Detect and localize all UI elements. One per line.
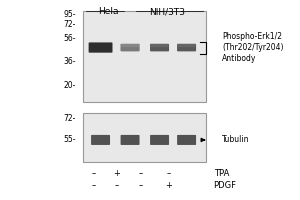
Text: TPA: TPA xyxy=(214,169,229,178)
FancyBboxPatch shape xyxy=(150,135,169,145)
Text: +: + xyxy=(114,169,120,178)
Text: Tubulin: Tubulin xyxy=(222,135,250,144)
Text: 72-: 72- xyxy=(64,114,76,123)
FancyBboxPatch shape xyxy=(121,135,140,145)
Text: 36-: 36- xyxy=(64,57,76,66)
FancyBboxPatch shape xyxy=(150,48,169,51)
Text: 20-: 20- xyxy=(64,81,76,90)
FancyBboxPatch shape xyxy=(91,135,110,145)
Text: Hela: Hela xyxy=(98,7,119,16)
FancyBboxPatch shape xyxy=(121,48,139,51)
FancyBboxPatch shape xyxy=(177,44,196,51)
Text: –: – xyxy=(166,169,170,178)
FancyBboxPatch shape xyxy=(177,135,196,145)
Text: –: – xyxy=(115,181,119,190)
Text: 55-: 55- xyxy=(64,135,76,144)
Bar xyxy=(83,113,206,162)
FancyBboxPatch shape xyxy=(177,48,196,51)
Text: –: – xyxy=(92,181,96,190)
FancyBboxPatch shape xyxy=(121,44,139,47)
Text: +: + xyxy=(165,181,172,190)
Text: –: – xyxy=(138,181,142,190)
Text: 95-: 95- xyxy=(64,10,76,19)
FancyBboxPatch shape xyxy=(150,44,169,51)
FancyBboxPatch shape xyxy=(150,44,169,47)
Text: NIH/3T3: NIH/3T3 xyxy=(149,7,185,16)
Text: Phospho-Erk1/2
(Thr202/Tyr204)
Antibody: Phospho-Erk1/2 (Thr202/Tyr204) Antibody xyxy=(222,32,284,63)
Text: PDGF: PDGF xyxy=(214,181,237,190)
Text: 72-: 72- xyxy=(64,20,76,29)
FancyBboxPatch shape xyxy=(88,42,112,53)
Text: –: – xyxy=(92,169,96,178)
FancyBboxPatch shape xyxy=(121,44,140,51)
Text: –: – xyxy=(138,169,142,178)
Text: 56-: 56- xyxy=(64,34,76,43)
Bar xyxy=(83,11,206,102)
FancyBboxPatch shape xyxy=(177,44,196,47)
